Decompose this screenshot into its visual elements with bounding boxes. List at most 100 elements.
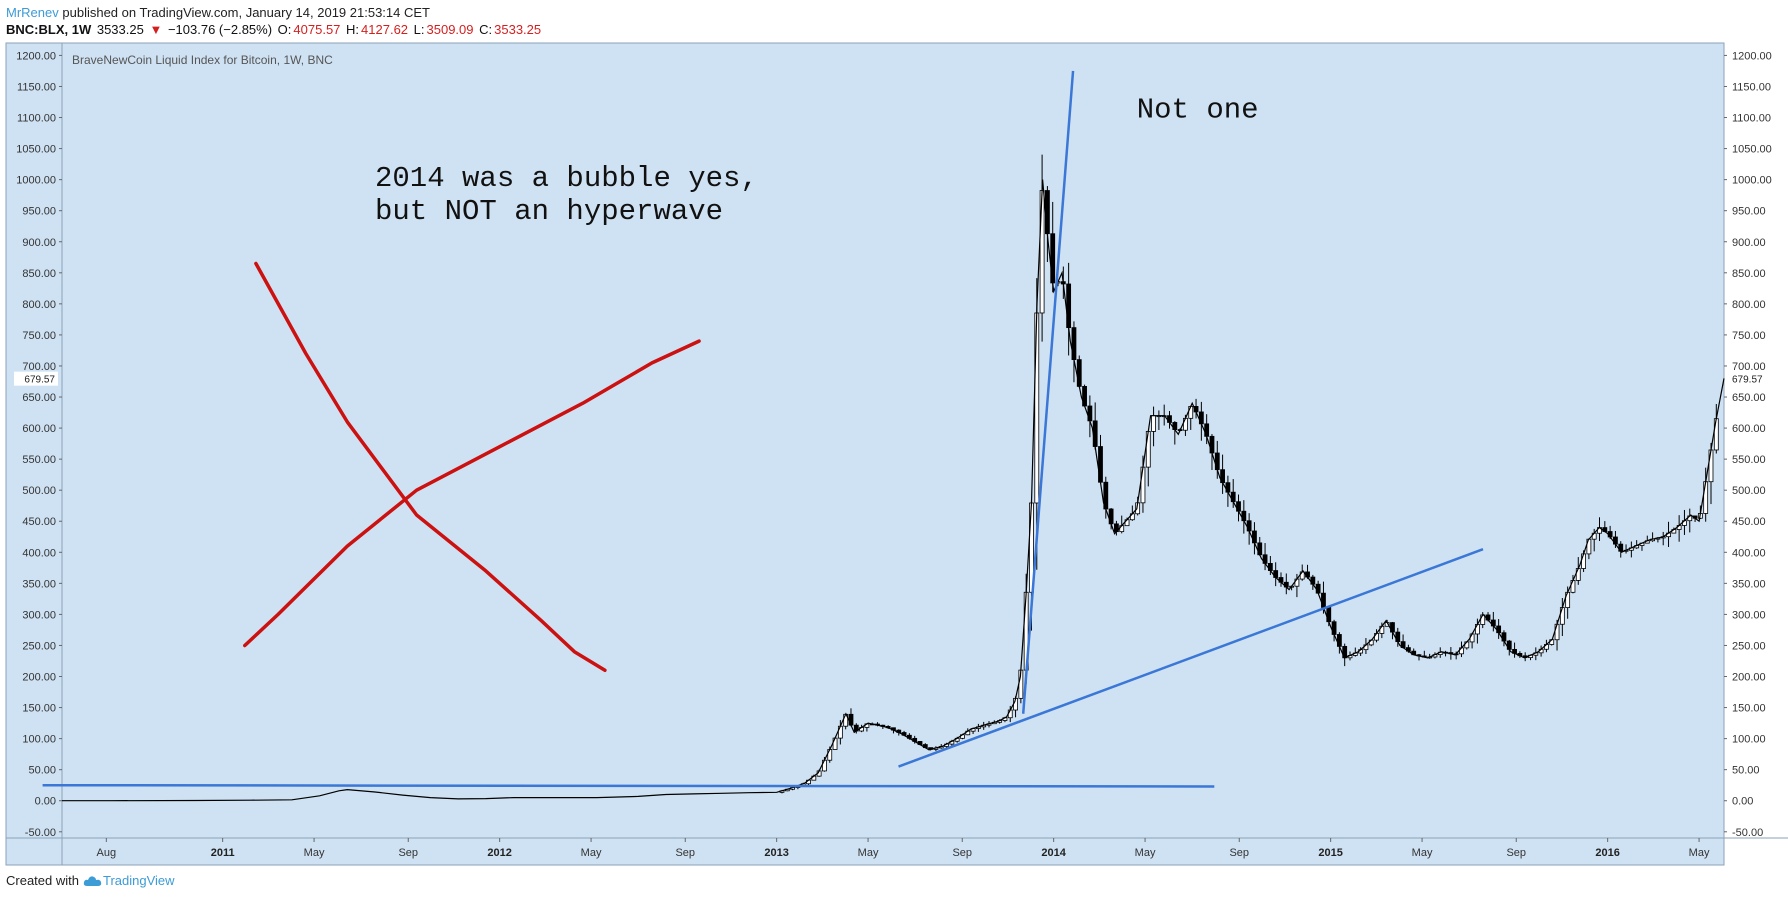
y-tick-label-right: 50.00 bbox=[1732, 765, 1760, 777]
y-tick-label-left: 750.00 bbox=[22, 330, 56, 342]
candle-body bbox=[832, 737, 838, 750]
candle-body bbox=[1581, 553, 1586, 569]
candle-body bbox=[848, 713, 854, 726]
symbol-label[interactable]: BNC:BLX, 1W bbox=[6, 22, 92, 37]
y-tick-label-left: 650.00 bbox=[22, 392, 56, 404]
steep-trend-trendline[interactable] bbox=[1021, 70, 1075, 714]
x-tick-label: May bbox=[858, 847, 879, 859]
cloud-logo-icon bbox=[83, 875, 102, 886]
annotation-text[interactable]: but NOT an hyperwave bbox=[375, 195, 723, 228]
tradingview-link[interactable]: TradingView bbox=[83, 873, 175, 888]
down-arrow-icon: ▼ bbox=[149, 22, 163, 37]
y-tick-label-left: 250.00 bbox=[22, 640, 56, 652]
y-tick-label-left: 300.00 bbox=[22, 609, 56, 621]
y-tick-label-left: 1000.00 bbox=[16, 175, 56, 187]
y-tick-label-right: 750.00 bbox=[1732, 330, 1766, 342]
annotation-text[interactable]: 2014 was a bubble yes, bbox=[375, 162, 758, 195]
candle-body bbox=[1145, 431, 1151, 468]
y-tick-label-right: 1100.00 bbox=[1732, 113, 1771, 125]
red-cross-drawing[interactable] bbox=[243, 261, 701, 673]
x-tick-label: 2014 bbox=[1041, 847, 1066, 859]
y-tick-label-right: 1050.00 bbox=[1732, 144, 1772, 156]
candle-body bbox=[1246, 520, 1252, 532]
price-label-right-box bbox=[1726, 371, 1776, 386]
candle-body bbox=[1554, 623, 1560, 641]
plot-area[interactable] bbox=[5, 42, 1725, 866]
close-value: 3533.25 bbox=[494, 22, 542, 37]
y-tick-label-left: 1200.00 bbox=[16, 50, 56, 62]
annotation-text[interactable]: Not one bbox=[1137, 94, 1259, 127]
x-tick-label: May bbox=[304, 847, 325, 859]
price-label-left: 679.57 bbox=[24, 375, 55, 386]
x-tick-label: May bbox=[581, 847, 602, 859]
price-change: −103.76 (−2.85%) bbox=[167, 22, 273, 37]
published-text: published on TradingView.com, January 14… bbox=[62, 5, 430, 20]
x-tick-label: Sep bbox=[1506, 847, 1526, 859]
rising-support-trendline[interactable] bbox=[898, 548, 1484, 768]
y-tick-label-left: 1050.00 bbox=[16, 144, 56, 156]
x-tick-label: 2016 bbox=[1595, 847, 1619, 859]
price-label-left-box bbox=[14, 371, 58, 386]
author-link[interactable]: MrRenev bbox=[6, 5, 59, 20]
footer: Created with TradingView bbox=[6, 873, 175, 888]
y-tick-label-right: 200.00 bbox=[1732, 672, 1766, 684]
close-label: C: bbox=[479, 22, 493, 37]
text-annotations[interactable]: 2014 was a bubble yes,but NOT an hyperwa… bbox=[375, 94, 1259, 228]
y-tick-label-right: 300.00 bbox=[1732, 609, 1766, 621]
x-tick-label: 2013 bbox=[764, 847, 788, 859]
chart-title: BraveNewCoin Liquid Index for Bitcoin, 1… bbox=[72, 53, 333, 67]
y-tick-label-left: 0.00 bbox=[35, 796, 56, 808]
candle-body bbox=[1140, 466, 1146, 504]
candle-body bbox=[1708, 449, 1714, 483]
y-tick-label-right: 350.00 bbox=[1732, 578, 1766, 590]
y-axis: 1200.00 1200.00 1150.00 1150.00 1100.00 1100.… bbox=[16, 50, 1772, 838]
y-tick-label-left: 550.00 bbox=[22, 454, 56, 466]
x-axis: Aug 2011 May Sep 2012 May Sep 2013 May Sep 2014 May… bbox=[97, 838, 1710, 859]
candle-body bbox=[1703, 481, 1709, 514]
x-tick-label: May bbox=[1412, 847, 1433, 859]
y-tick-label-left: 500.00 bbox=[22, 485, 56, 497]
x-tick-label: 2011 bbox=[211, 847, 235, 859]
y-tick-label-right: 700.00 bbox=[1732, 361, 1766, 373]
y-tick-label-right: 250.00 bbox=[1732, 640, 1766, 652]
x-tick-label: Sep bbox=[398, 847, 418, 859]
y-tick-label-left: 350.00 bbox=[22, 578, 56, 590]
x-tick-label: Aug bbox=[97, 847, 117, 859]
candle-body bbox=[1066, 283, 1072, 329]
candle-body bbox=[1076, 359, 1082, 387]
y-tick-label-left: 200.00 bbox=[22, 672, 56, 684]
red-x-falling[interactable] bbox=[254, 261, 607, 673]
x-tick-label: May bbox=[1135, 847, 1156, 859]
y-tick-label-left: 1150.00 bbox=[17, 81, 56, 93]
y-tick-label-left: 450.00 bbox=[22, 516, 56, 528]
x-tick-label: Sep bbox=[1229, 847, 1249, 859]
red-x-rising[interactable] bbox=[243, 339, 701, 648]
y-tick-label-right: -50.00 bbox=[1732, 827, 1763, 839]
y-tick-label-left: 900.00 bbox=[22, 237, 56, 249]
high-value: 4127.62 bbox=[361, 22, 409, 37]
y-tick-label-left: 1100.00 bbox=[17, 113, 56, 125]
y-tick-label-left: 100.00 bbox=[22, 734, 56, 746]
y-tick-label-right: 900.00 bbox=[1732, 237, 1766, 249]
y-tick-label-right: 1000.00 bbox=[1732, 175, 1772, 187]
y-tick-label-left: 150.00 bbox=[22, 703, 56, 715]
high-label: H: bbox=[346, 22, 360, 37]
y-tick-label-right: 600.00 bbox=[1732, 423, 1766, 435]
low-value: 3509.09 bbox=[426, 22, 474, 37]
y-tick-label-left: 850.00 bbox=[22, 268, 56, 280]
flat-support-trendline[interactable] bbox=[42, 783, 1215, 788]
y-tick-label-right: 950.00 bbox=[1732, 206, 1766, 218]
y-tick-label-right: 0.00 bbox=[1732, 796, 1753, 808]
y-tick-label-right: 550.00 bbox=[1732, 454, 1766, 466]
tradingview-brand: TradingView bbox=[102, 873, 175, 888]
open-value: 4075.57 bbox=[293, 22, 341, 37]
x-tick-label: Sep bbox=[675, 847, 695, 859]
trendlines[interactable] bbox=[42, 70, 1484, 788]
price-labels: 679.57 679.57 bbox=[14, 371, 1776, 386]
y-tick-label-right: 500.00 bbox=[1732, 485, 1766, 497]
low-label: L: bbox=[413, 22, 425, 37]
y-tick-label-right: 650.00 bbox=[1732, 392, 1766, 404]
open-label: O: bbox=[277, 22, 292, 37]
y-tick-label-left: 50.00 bbox=[28, 765, 56, 777]
